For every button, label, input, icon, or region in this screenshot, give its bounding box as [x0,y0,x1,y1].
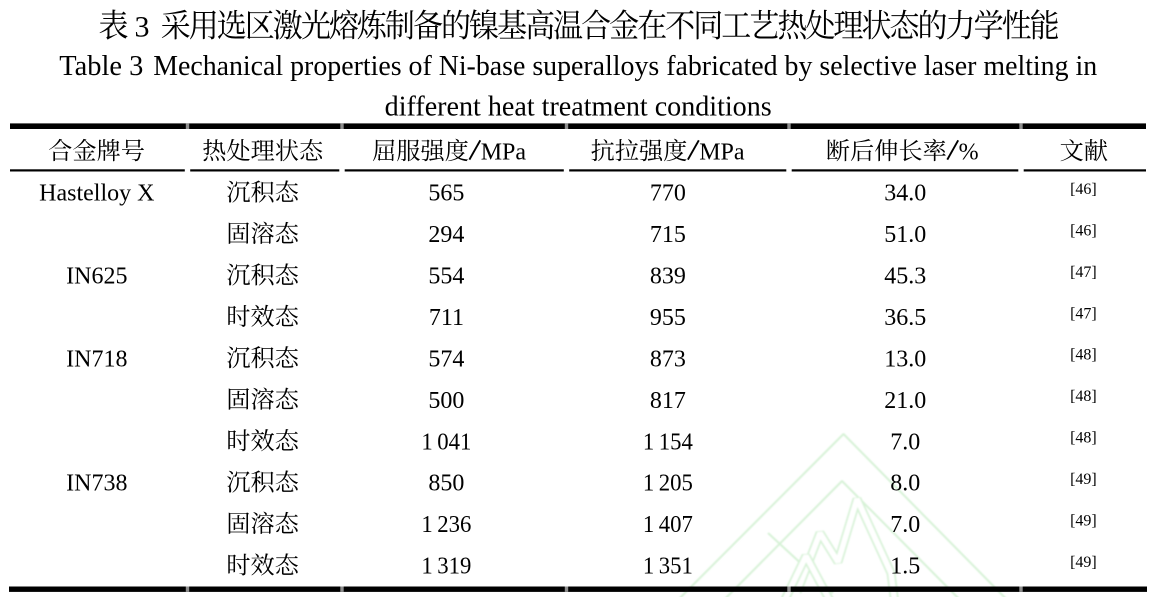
svg-text:[46]: [46] [1070,181,1097,198]
svg-text:[48]: [48] [1070,430,1097,447]
svg-text:[49]: [49] [1070,512,1097,529]
svg-text:MPa: MPa [481,139,527,165]
svg-text:711: 711 [429,305,464,331]
svg-text:IN738: IN738 [66,471,127,497]
svg-text:34.0: 34.0 [884,181,926,207]
svg-text:13.0: 13.0 [884,346,926,372]
svg-text:[47]: [47] [1070,264,1097,281]
svg-text:Hastelloy X: Hastelloy X [39,181,154,207]
svg-text:21.0: 21.0 [884,388,926,414]
svg-text:955: 955 [650,305,686,331]
svg-text:different heat treatment condi: different heat treatment conditions [385,91,772,122]
svg-text:770: 770 [650,181,686,207]
svg-text:850: 850 [428,471,464,497]
svg-text:554: 554 [428,264,464,290]
svg-text:873: 873 [650,346,686,372]
svg-text:51.0: 51.0 [884,222,926,248]
svg-text:MPa: MPa [699,139,745,165]
svg-text:[47]: [47] [1070,305,1097,322]
svg-text:1 407: 1 407 [643,512,693,538]
svg-text:7.0: 7.0 [890,512,920,538]
svg-text:7.0: 7.0 [890,429,920,455]
svg-text:Mechanical properties of Ni-ba: Mechanical properties of Ni-base superal… [153,51,1097,82]
svg-text:[48]: [48] [1070,347,1097,364]
svg-text:45.3: 45.3 [884,264,926,290]
svg-text:[49]: [49] [1070,471,1097,488]
svg-text:36.5: 36.5 [884,305,926,331]
svg-text:3: 3 [135,11,150,44]
svg-text:839: 839 [650,264,686,290]
svg-text:[48]: [48] [1070,388,1097,405]
svg-text:%: % [959,139,979,165]
svg-text:1 236: 1 236 [421,512,471,538]
svg-text:294: 294 [428,222,464,248]
svg-text:[46]: [46] [1070,222,1097,239]
svg-text:565: 565 [428,181,464,207]
svg-text:8.0: 8.0 [890,471,920,497]
svg-text:Table 3: Table 3 [59,51,143,82]
svg-text:1 319: 1 319 [421,554,471,580]
svg-text:1.5: 1.5 [890,554,920,580]
svg-text:500: 500 [428,388,464,414]
svg-text:[49]: [49] [1070,554,1097,571]
svg-text:1 205: 1 205 [643,471,693,497]
svg-text:817: 817 [650,388,686,414]
svg-text:1 041: 1 041 [421,429,471,455]
svg-text:574: 574 [428,346,464,372]
svg-text:IN718: IN718 [66,346,127,372]
svg-text:1 154: 1 154 [643,429,693,455]
svg-text:IN625: IN625 [66,264,127,290]
svg-text:715: 715 [650,222,686,248]
svg-text:1 351: 1 351 [643,554,693,580]
